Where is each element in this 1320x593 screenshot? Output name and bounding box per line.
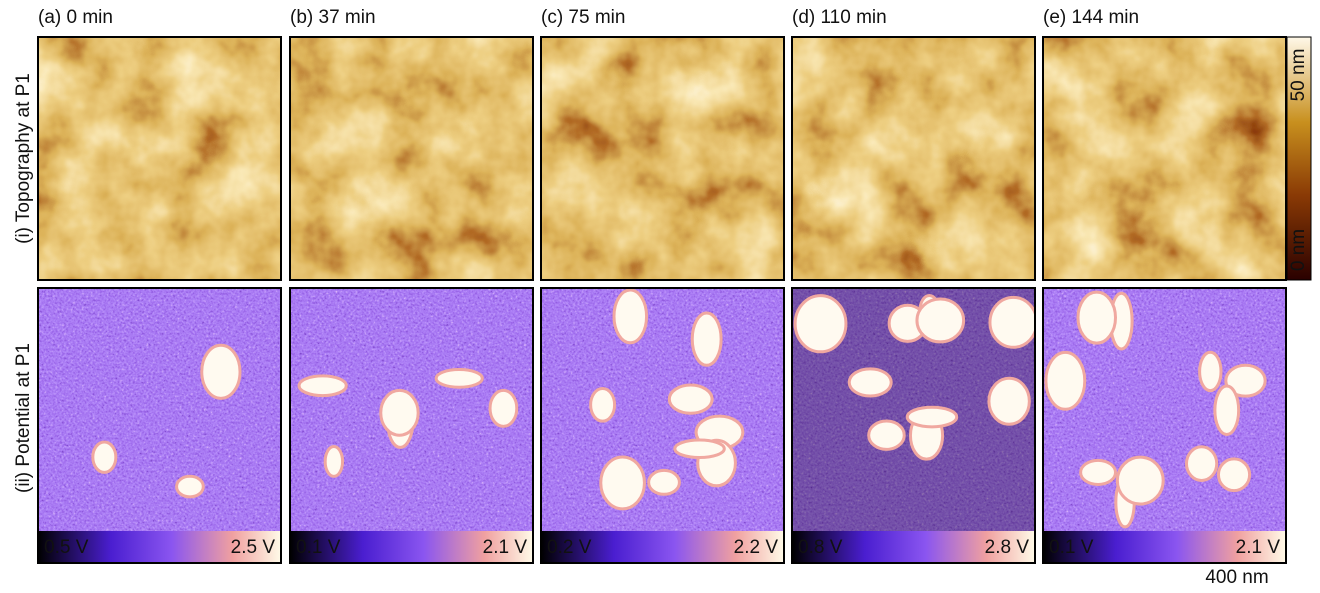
- potential-blob: [1224, 363, 1267, 398]
- potential-frame: [37, 287, 282, 564]
- potential-colorbar: [541, 531, 784, 563]
- potential-blob: [1213, 384, 1241, 436]
- topography-frame: [1042, 36, 1287, 281]
- colorbar-max: 2.8 V: [985, 537, 1030, 558]
- potential-image: [38, 288, 281, 563]
- potential-blob: [1115, 455, 1165, 506]
- potential-blob: [867, 419, 906, 451]
- colorbar-max: 2.1 V: [1236, 537, 1281, 558]
- potential-blob: [297, 374, 348, 398]
- potential-blob: [793, 294, 848, 354]
- topography-image: [541, 37, 784, 280]
- potential-blob: [1198, 350, 1223, 393]
- topography-frame: [37, 36, 282, 281]
- topography-colorbar: [1286, 36, 1312, 281]
- potential-blob: [1184, 445, 1219, 482]
- panel-label: (a) 0 min: [38, 7, 113, 28]
- potential-blob: [690, 311, 723, 367]
- potential-blob: [905, 405, 959, 429]
- potential-blob: [599, 455, 646, 511]
- topography-image: [38, 37, 281, 280]
- colorbar-max: 2.2 V: [734, 537, 779, 558]
- potential-blob: [488, 388, 519, 428]
- potential-blob: [1076, 290, 1118, 345]
- potential-image: [290, 288, 533, 563]
- potential-blob: [175, 474, 205, 499]
- potential-blob: [612, 288, 649, 345]
- topography-texture: [1043, 37, 1286, 280]
- colorbar-min: 0.8 V: [798, 537, 843, 558]
- potential-colorbar: [792, 531, 1035, 563]
- potential-frame: [540, 287, 785, 564]
- potential-blob: [1044, 350, 1087, 411]
- topography-texture: [290, 37, 533, 280]
- panel-label: (e) 144 min: [1043, 7, 1139, 28]
- row-label: (i) Topography at P1: [13, 73, 34, 244]
- potential-colorbar: [38, 531, 281, 563]
- potential-blob: [200, 343, 242, 400]
- colorbar-min: 0.1 V: [1049, 537, 1094, 558]
- potential-texture: [38, 288, 281, 531]
- topography-texture: [792, 37, 1035, 280]
- potential-blob: [1216, 457, 1252, 493]
- colorbar-max: 2.5 V: [231, 537, 276, 558]
- colorbar-min: 0.2 V: [547, 537, 592, 558]
- topography-texture: [541, 37, 784, 280]
- panel-label: (d) 110 min: [792, 7, 887, 28]
- potential-blob: [987, 376, 1031, 426]
- colorbar-min: 0.1 V: [296, 537, 341, 558]
- potential-colorbar: [1043, 531, 1286, 563]
- potential-image: [541, 288, 784, 563]
- colorbar-min: 0.5 V: [44, 537, 89, 558]
- scale-bar-label: 400 nm: [1205, 567, 1268, 588]
- potential-blob: [323, 445, 345, 478]
- potential-frame: [791, 287, 1036, 564]
- content: (i) Topography at P1 (ii) Potential at P1…: [13, 7, 1312, 588]
- potential-blob: [589, 387, 617, 423]
- potential-colorbar: [290, 531, 533, 563]
- panel-label: (c) 75 min: [541, 7, 625, 28]
- panel-label: (b) 37 min: [290, 7, 376, 28]
- potential-blob: [847, 367, 893, 398]
- potential-blob: [379, 388, 420, 437]
- potential-blob: [673, 438, 726, 460]
- topography-frame: [540, 36, 785, 281]
- potential-blob: [434, 368, 484, 389]
- row-label: (ii) Potential at P1: [13, 343, 34, 493]
- colorbar-min: 0 nm: [1288, 229, 1309, 271]
- topography-image: [290, 37, 533, 280]
- colorbar-max: 50 nm: [1288, 49, 1309, 102]
- potential-image: [1043, 288, 1286, 563]
- colorbar-max: 2.1 V: [483, 537, 528, 558]
- potential-frame: [1042, 287, 1287, 564]
- potential-frame: [289, 287, 534, 564]
- potential-blob: [1079, 458, 1117, 486]
- potential-blob: [647, 468, 681, 496]
- potential-blob: [91, 440, 118, 474]
- potential-image: [792, 288, 1035, 563]
- topography-frame: [791, 36, 1036, 281]
- potential-blob: [667, 383, 714, 415]
- potential-blob: [915, 297, 966, 344]
- topography-image: [1043, 37, 1286, 280]
- potential-blob: [988, 295, 1035, 349]
- topography-image: [792, 37, 1035, 280]
- topography-frame: [289, 36, 534, 281]
- topography-texture: [38, 37, 281, 280]
